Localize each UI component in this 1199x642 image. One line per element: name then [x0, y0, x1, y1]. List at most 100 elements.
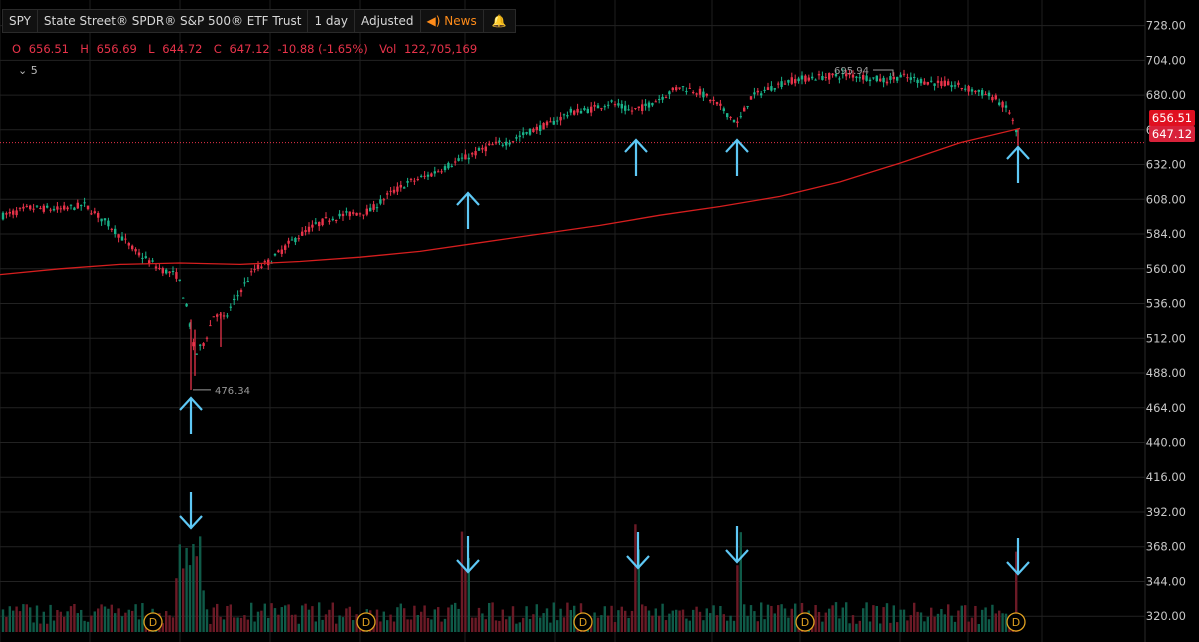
low-label: L — [148, 42, 155, 56]
volume-bar — [49, 604, 52, 632]
candle-body — [562, 114, 566, 116]
volume-bar — [998, 610, 1001, 632]
candle-body — [624, 105, 627, 111]
candle-body — [885, 81, 889, 84]
volume-bar — [505, 619, 508, 632]
volume-bar — [722, 614, 725, 632]
candle-body — [107, 220, 110, 227]
candle-body — [821, 76, 824, 80]
candle-body — [685, 91, 688, 93]
news-button[interactable]: ◀) News — [421, 10, 484, 32]
volume-bar — [624, 610, 627, 632]
volume-bar — [209, 623, 212, 632]
volume-bar — [868, 621, 872, 632]
candle-body — [443, 166, 447, 171]
volume-bar — [328, 609, 331, 632]
dividend-marker-label: D — [362, 616, 370, 629]
ma-indicator-row[interactable]: ⌄ 5 — [18, 64, 38, 77]
volume-bar — [743, 604, 746, 632]
volume-bar — [991, 604, 994, 632]
volume-bar — [18, 611, 22, 632]
y-tick-label: 536.00 — [1146, 297, 1186, 311]
volume-bar — [1001, 613, 1004, 632]
volume-bar — [994, 613, 997, 632]
volume-bar — [709, 613, 712, 632]
volume-bar — [192, 544, 195, 632]
adjusted-toggle[interactable]: Adjusted — [355, 10, 421, 32]
volume-bar — [1015, 551, 1018, 632]
volume-bar — [977, 623, 980, 632]
candle-body — [522, 132, 525, 135]
volume-bar — [647, 610, 651, 632]
dividend-marker-label: D — [801, 616, 809, 629]
candle-body — [919, 79, 923, 84]
candle-body — [732, 119, 736, 123]
candle-body — [661, 96, 664, 100]
candle-body — [338, 213, 341, 217]
chevron-down-icon[interactable]: ⌄ — [18, 64, 28, 77]
candle-body — [998, 102, 1001, 105]
volume-bar — [59, 611, 62, 632]
interval-selector[interactable]: 1 day — [308, 10, 355, 32]
y-tick-label: 632.00 — [1146, 158, 1186, 172]
candle-body — [797, 78, 800, 82]
volume-bar — [838, 618, 841, 632]
candle-body — [151, 260, 154, 262]
volume-bar — [141, 603, 144, 632]
candle-body — [753, 92, 756, 95]
volume-bar — [35, 605, 39, 632]
candle-body — [559, 116, 562, 121]
bell-icon[interactable]: 🔔 — [491, 14, 507, 28]
candle-body — [593, 105, 596, 107]
candle-body — [892, 76, 895, 80]
volume-bar — [692, 609, 695, 632]
volume-bar — [42, 611, 45, 632]
candle-body — [899, 74, 902, 78]
volume-bar — [906, 620, 909, 632]
candle-body — [212, 316, 215, 318]
candle-body — [943, 80, 946, 86]
open-label: O — [12, 42, 22, 56]
volume-bar — [318, 602, 321, 632]
candle-body — [154, 266, 158, 269]
volume-bar — [607, 615, 610, 632]
volume-bar — [831, 605, 834, 632]
candle-body — [188, 323, 192, 327]
volume-bar — [695, 606, 698, 632]
candle-body — [620, 104, 623, 109]
y-tick-label: 320.00 — [1146, 609, 1186, 623]
up-arrow-icon — [1006, 145, 1030, 160]
up-arrow-icon — [624, 138, 648, 153]
volume-bar — [331, 602, 334, 632]
candle-body — [301, 231, 304, 236]
candle-body — [994, 95, 997, 100]
volume-bar — [644, 606, 647, 632]
volume-bar — [324, 614, 328, 632]
candle-body — [824, 76, 827, 78]
close-label: C — [213, 42, 222, 56]
volume-bar — [668, 613, 671, 632]
volume-bar — [284, 605, 287, 632]
volume-bar — [120, 616, 124, 632]
volume-bar — [267, 617, 270, 632]
candle-body — [12, 210, 15, 215]
volume-bar — [307, 609, 311, 632]
y-tick-label: 416.00 — [1146, 470, 1186, 484]
candle-body — [617, 103, 620, 106]
volume-bar — [443, 618, 447, 632]
volume-bar — [185, 547, 188, 632]
candle-body — [284, 245, 287, 250]
symbol-label[interactable]: SPY — [3, 10, 38, 32]
volume-bar — [610, 605, 613, 632]
candle-body — [185, 303, 188, 307]
candlesticks — [1, 68, 1019, 390]
candle-body — [76, 202, 79, 209]
volume-bar — [858, 620, 861, 632]
candle-body — [379, 199, 382, 204]
up-arrow-icon — [456, 191, 480, 206]
candle-body — [974, 90, 977, 93]
speaker-icon: ◀) — [426, 14, 441, 28]
volume-bar — [821, 621, 824, 632]
